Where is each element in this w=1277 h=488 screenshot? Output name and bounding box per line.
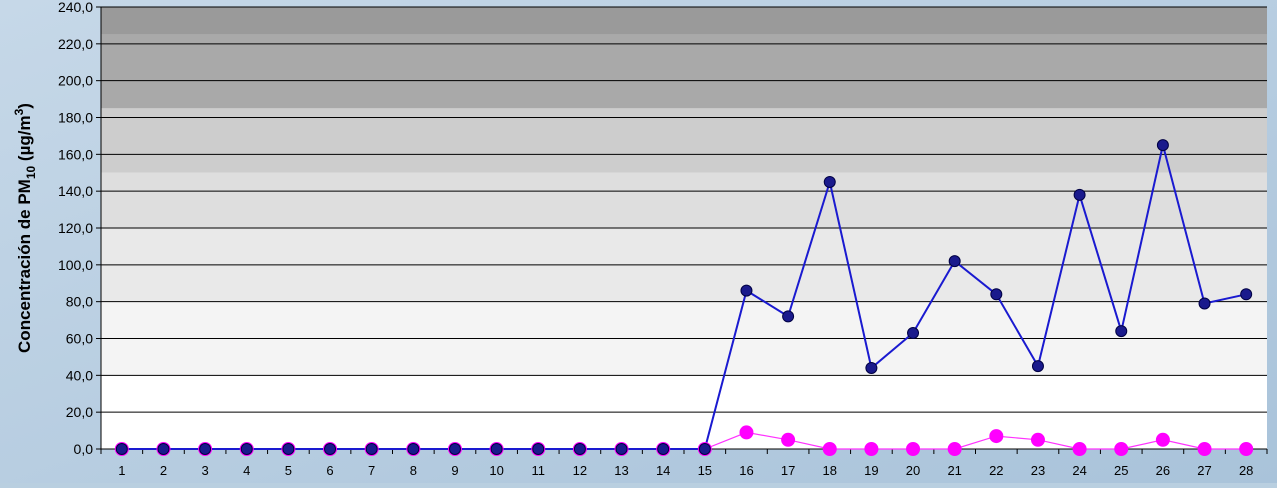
series-point [782,310,795,323]
x-tick-label: 3 [201,463,208,478]
series-point [1073,188,1086,201]
series-point [407,443,420,455]
y-tick-label: 120,0 [58,220,93,236]
series-point [573,443,586,455]
x-tick-label: 12 [573,463,587,478]
x-tick-label: 21 [947,463,961,478]
y-tick-label: 140,0 [58,183,93,199]
y-tick-label: 40,0 [66,367,93,383]
x-tick-label: 24 [1072,463,1086,478]
series-point [1197,442,1212,456]
series-point [948,255,961,268]
series-point [823,175,836,188]
y-tick-label: 240,0 [58,0,93,15]
y-axis-label-subscript: 10 [24,165,38,179]
series-point [1239,442,1254,456]
y-tick-label: 180,0 [58,110,93,126]
y-tick-label: 60,0 [66,331,93,347]
series-point [822,442,837,456]
series-point [115,443,128,455]
x-tick-labels: 1 2 3 4 5 6 7 8 9 10 11 12 13 14 15 16 17 18 19 20 21 22 23 24 2… [118,463,1253,478]
series-point [1240,288,1253,301]
series-point [1072,442,1087,456]
x-tick-label: 25 [1114,463,1128,478]
series-point [532,443,545,455]
series-point [615,443,628,455]
plot-shade-band [101,108,1267,173]
series-point [781,432,796,447]
series-point [907,326,920,339]
x-tick-label: 23 [1031,463,1045,478]
series-point [199,443,212,455]
x-tick-label: 9 [451,463,458,478]
x-tick-label: 1 [118,463,125,478]
series-point [365,443,378,455]
series-point [324,443,337,455]
y-axis-label-middle: (µg/m [15,115,34,165]
series-point [698,443,711,455]
series-point [490,443,503,455]
x-tick-label: 4 [243,463,250,478]
series-point [906,442,921,456]
x-tick-label: 27 [1197,463,1211,478]
y-axis-label-suffix: ) [15,103,34,109]
series-point [240,443,253,455]
x-tick-label: 28 [1239,463,1253,478]
series-point [1155,432,1170,447]
x-tick-label: 22 [989,463,1003,478]
series-point [865,361,878,374]
x-tick-label: 18 [823,463,837,478]
series-point [947,442,962,456]
x-tick-label: 7 [368,463,375,478]
series-point [448,443,461,455]
plot-shade-band [101,172,1267,228]
y-tick-label: 160,0 [58,146,93,162]
series-group [114,139,1254,456]
y-tick-label: 220,0 [58,36,93,52]
series-point [1198,297,1211,310]
y-tick-label: 200,0 [58,73,93,89]
series-point [989,429,1004,444]
x-tick-label: 10 [489,463,503,478]
series-point [739,425,754,440]
x-tick-label: 14 [656,463,670,478]
series-point [740,284,753,297]
y-tick-label: 20,0 [66,404,93,420]
x-tick-label: 2 [160,463,167,478]
x-tick-label: 17 [781,463,795,478]
y-tick-labels: 0,0 20,0 40,0 60,0 80,0 100,0 120,0 140,0 160,0 1… [58,0,93,457]
series-point [1156,139,1169,152]
plot-shade-band [101,34,1267,109]
x-tick-label: 19 [864,463,878,478]
y-tick-label: 80,0 [66,294,93,310]
series-point [657,443,670,455]
x-tick-label: 6 [326,463,333,478]
series-point [1030,432,1045,447]
y-axis-label-superscript: 3 [12,108,26,115]
y-tick-label: 100,0 [58,257,93,273]
x-tick-label: 16 [739,463,753,478]
series-point [157,443,170,455]
series-point [1031,360,1044,373]
series-point [1114,442,1129,456]
y-axis-label: Concentración de PM10 (µg/m3) [12,103,38,353]
series-point [990,288,1003,301]
plot-shade-band [101,7,1267,35]
x-tick-label: 15 [698,463,712,478]
series-point [864,442,879,456]
series-point [1115,325,1128,338]
x-tick-label: 26 [1156,463,1170,478]
y-axis-label-prefix: Concentración de PM [15,179,34,353]
x-tick-label: 8 [410,463,417,478]
x-tick-label: 11 [532,463,546,478]
y-tick-label: 0,0 [74,441,94,457]
series-line [121,144,1247,450]
series-point [282,443,295,455]
x-tick-label: 5 [285,463,292,478]
x-tick-label: 20 [906,463,920,478]
x-tick-label: 13 [614,463,628,478]
